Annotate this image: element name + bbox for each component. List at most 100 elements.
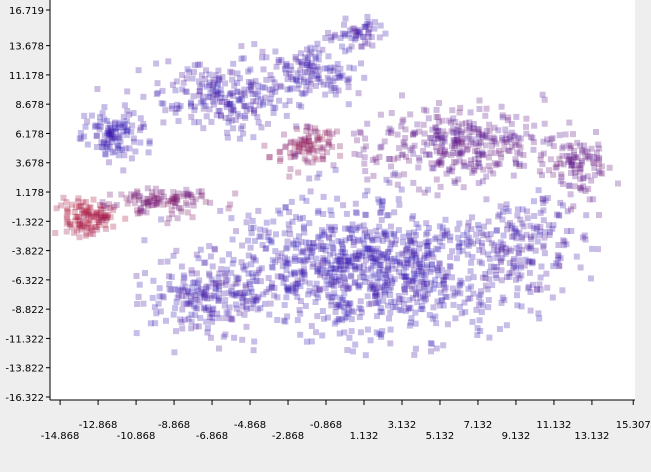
data-point xyxy=(328,302,335,309)
data-point xyxy=(123,117,130,124)
data-point xyxy=(251,338,258,345)
data-point xyxy=(129,122,136,129)
data-point xyxy=(479,152,486,159)
data-point xyxy=(229,69,236,76)
data-point xyxy=(421,286,428,293)
data-point xyxy=(262,227,269,234)
data-point xyxy=(436,158,443,165)
data-point xyxy=(389,279,396,286)
data-point xyxy=(457,104,464,111)
data-point xyxy=(376,153,383,160)
data-point xyxy=(159,87,166,94)
data-point xyxy=(229,291,236,298)
data-point xyxy=(336,257,343,264)
data-point xyxy=(452,315,459,322)
data-point xyxy=(357,29,364,36)
data-point xyxy=(586,196,593,203)
data-point xyxy=(329,294,336,301)
data-point xyxy=(342,15,349,22)
data-point xyxy=(572,169,579,176)
data-point xyxy=(479,131,486,138)
data-point xyxy=(206,307,213,314)
data-point xyxy=(69,201,75,208)
data-point xyxy=(369,255,376,262)
data-point xyxy=(207,334,214,341)
data-point xyxy=(395,196,402,203)
data-point xyxy=(84,220,91,227)
data-point xyxy=(109,128,116,135)
data-point xyxy=(306,138,313,144)
data-point xyxy=(456,303,463,310)
data-point xyxy=(530,139,537,146)
data-point xyxy=(196,88,203,95)
data-point xyxy=(442,131,449,138)
data-point xyxy=(300,91,307,98)
data-point xyxy=(433,143,439,150)
data-point xyxy=(189,214,196,221)
data-point xyxy=(384,212,391,219)
data-point xyxy=(320,257,326,264)
data-point xyxy=(407,254,414,261)
data-point xyxy=(325,223,332,230)
data-point xyxy=(390,304,397,310)
data-point xyxy=(283,112,290,119)
data-point xyxy=(243,306,250,312)
data-point xyxy=(169,103,176,109)
data-point xyxy=(174,215,181,222)
data-point xyxy=(328,281,335,288)
data-point xyxy=(353,256,360,263)
data-point xyxy=(424,264,431,271)
data-point xyxy=(319,146,326,153)
data-point xyxy=(106,191,113,198)
data-point xyxy=(275,59,282,65)
data-point xyxy=(384,280,391,287)
data-point xyxy=(383,231,389,238)
data-point xyxy=(218,279,225,286)
data-point xyxy=(101,213,108,220)
data-point xyxy=(514,230,521,237)
data-point xyxy=(429,140,435,146)
data-point xyxy=(284,244,291,251)
data-point xyxy=(485,297,492,303)
data-point xyxy=(399,296,406,303)
data-point xyxy=(325,138,332,145)
data-point xyxy=(327,266,334,272)
data-point xyxy=(457,149,464,156)
data-point xyxy=(437,148,444,155)
data-point xyxy=(151,197,158,204)
data-point xyxy=(466,119,473,126)
data-point xyxy=(454,137,461,144)
data-point xyxy=(300,223,307,230)
data-point xyxy=(585,185,592,192)
data-point xyxy=(275,207,282,214)
data-point xyxy=(206,270,212,277)
data-point xyxy=(329,231,336,238)
data-point xyxy=(407,304,414,311)
data-point xyxy=(342,48,349,55)
data-point xyxy=(560,237,567,244)
data-point xyxy=(168,105,175,112)
data-point xyxy=(396,201,403,208)
data-point xyxy=(343,210,350,217)
data-point xyxy=(86,218,92,225)
data-point xyxy=(191,279,198,286)
data-point xyxy=(305,138,312,145)
data-point xyxy=(319,153,326,160)
data-point xyxy=(593,149,600,156)
data-point xyxy=(377,274,383,281)
data-point xyxy=(243,304,250,311)
data-point xyxy=(324,260,331,266)
data-point xyxy=(411,240,418,247)
data-point xyxy=(326,141,333,148)
data-point xyxy=(98,214,105,221)
data-point xyxy=(496,211,503,218)
data-point xyxy=(254,306,261,313)
data-point xyxy=(553,260,560,267)
data-point xyxy=(516,163,523,169)
data-point xyxy=(432,276,439,283)
data-point xyxy=(458,139,465,146)
data-point xyxy=(324,258,331,265)
data-point xyxy=(357,274,363,281)
data-point xyxy=(464,236,471,243)
data-point xyxy=(516,257,523,264)
